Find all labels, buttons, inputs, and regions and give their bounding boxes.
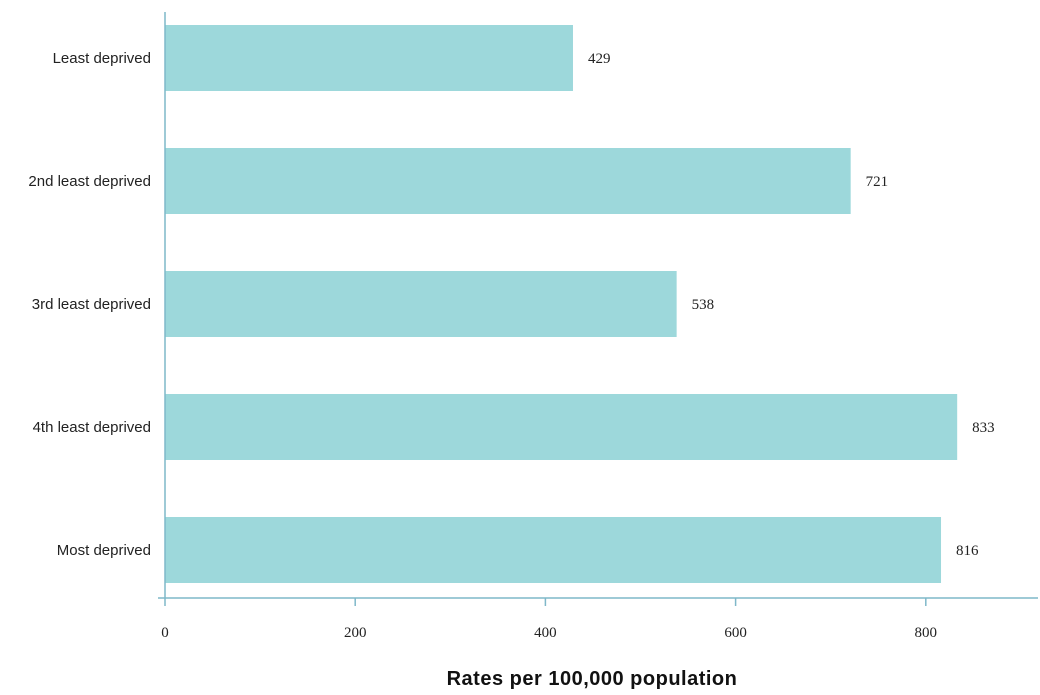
value-labels: 429 721 538 833 816 xyxy=(588,51,995,559)
axes xyxy=(158,12,1038,599)
bar-3 xyxy=(165,394,958,460)
category-labels: Least deprived 2nd least deprived 3rd leas… xyxy=(28,50,151,559)
bars-group xyxy=(165,25,958,583)
value-label-0: 429 xyxy=(588,51,611,67)
x-axis-ticks: 0 200 400 600 800 xyxy=(161,598,937,641)
x-tick-label-2: 400 xyxy=(534,625,557,641)
value-label-4: 816 xyxy=(956,543,979,559)
x-tick-label-3: 600 xyxy=(724,625,747,641)
value-label-3: 833 xyxy=(972,420,995,436)
bar-2 xyxy=(165,271,677,337)
bar-4 xyxy=(165,517,942,583)
x-axis-title: Rates per 100,000 population xyxy=(447,668,738,690)
value-label-2: 538 xyxy=(692,297,715,313)
category-label-1: 2nd least deprived xyxy=(28,173,151,190)
x-tick-label-1: 200 xyxy=(344,625,367,641)
bar-1 xyxy=(165,148,851,214)
value-label-1: 721 xyxy=(866,174,889,190)
category-label-0: Least deprived xyxy=(53,50,151,67)
category-label-2: 3rd least deprived xyxy=(32,296,151,313)
x-tick-label-4: 800 xyxy=(915,625,938,641)
x-tick-label-0: 0 xyxy=(161,625,169,641)
category-label-4: Most deprived xyxy=(57,542,151,559)
bar-0 xyxy=(165,25,573,91)
category-label-3: 4th least deprived xyxy=(33,419,151,436)
